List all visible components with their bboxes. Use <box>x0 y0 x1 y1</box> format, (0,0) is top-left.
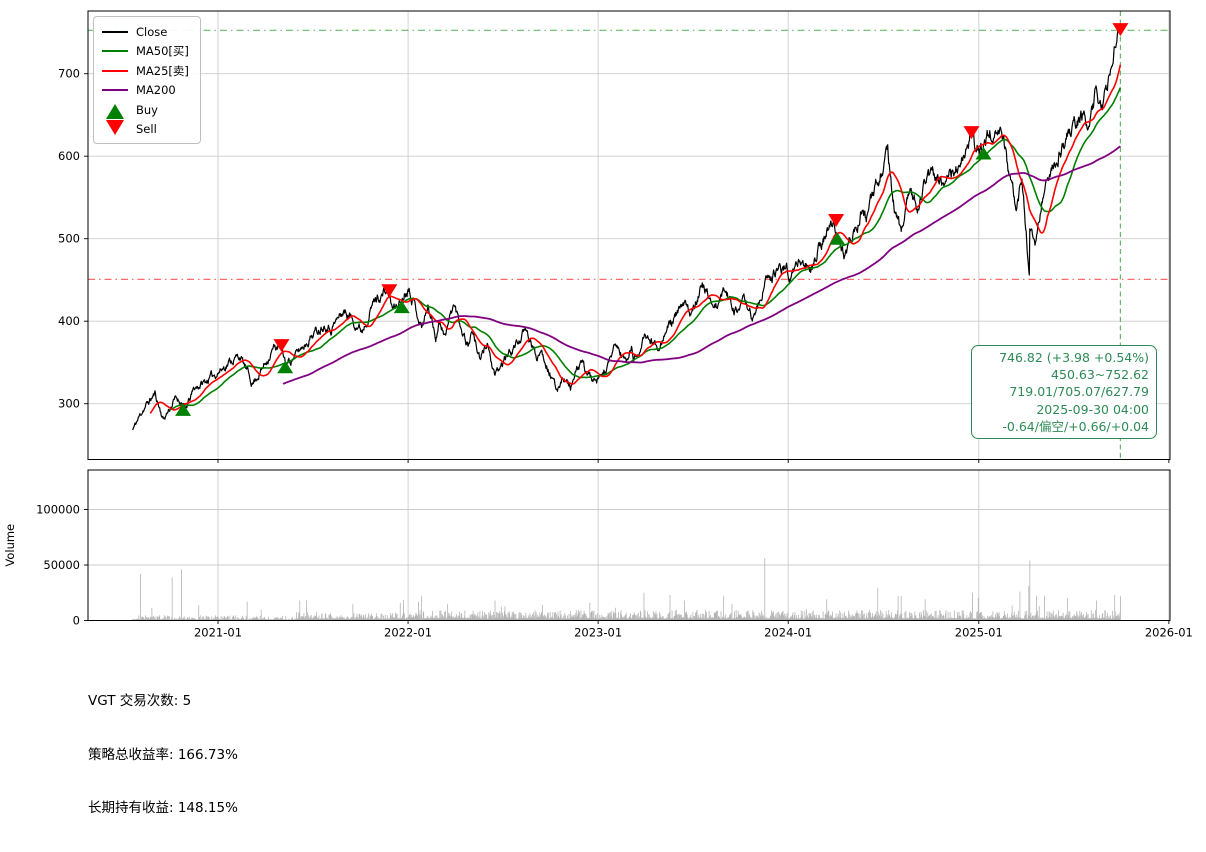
chart-legend: Close MA50[买] MA25[卖] MA200 Buy Sell <box>93 16 201 144</box>
summary-strategy-return: 策略总收益率: 166.73% <box>88 746 238 763</box>
legend-label: Buy <box>136 102 158 117</box>
close-line-swatch <box>102 30 128 33</box>
legend-item-ma50: MA50[买] <box>102 42 192 62</box>
sell-marker <box>963 126 980 140</box>
trade-markers <box>175 23 1129 416</box>
legend-label: MA200 <box>136 83 176 98</box>
ma25-line-swatch <box>102 69 128 72</box>
ma200-line-swatch <box>102 89 128 92</box>
annotation-line-range: 450.63~752.62 <box>1051 367 1149 383</box>
ma25-line <box>149 64 1122 414</box>
svg-text:50000: 50000 <box>43 558 80 572</box>
legend-item-sell: Sell <box>102 120 192 140</box>
sell-marker <box>1112 23 1129 37</box>
ma200-line <box>282 145 1121 385</box>
buy-marker <box>393 300 410 314</box>
annotation-line-price: 746.82 (+3.98 +0.54%) <box>999 350 1149 365</box>
annotation-line-signal: -0.64/偏空/+0.66/+0.04 <box>1002 418 1149 434</box>
svg-text:2025-01: 2025-01 <box>955 626 1003 640</box>
svg-text:2026-01: 2026-01 <box>1145 626 1193 640</box>
svg-text:100000: 100000 <box>36 503 80 517</box>
volume-plot-frame <box>87 469 1171 621</box>
legend-label: MA25[卖] <box>136 63 189 78</box>
svg-text:0: 0 <box>73 614 80 628</box>
buy-marker <box>277 360 294 374</box>
buy-marker-icon <box>102 103 128 119</box>
svg-text:2024-01: 2024-01 <box>764 626 812 640</box>
ma50-line-swatch <box>102 50 128 53</box>
axis-labels: 300 400 500 600 700 0 50000 100000 2021-01 2022-0… <box>36 67 1193 640</box>
sell-marker-icon <box>102 120 128 136</box>
legend-label: MA50[买] <box>136 44 189 59</box>
svg-text:500: 500 <box>58 232 80 246</box>
reference-lines <box>88 11 1170 460</box>
chart-canvas: 300 400 500 600 700 0 50000 100000 2021-01 2022-0… <box>3 10 1193 640</box>
summary-hold-return: 长期持有收益: 148.15% <box>88 799 238 816</box>
annotation-line-date: 2025-09-30 04:00 <box>1036 401 1149 417</box>
price-plot-frame <box>87 10 1171 460</box>
svg-text:600: 600 <box>58 149 80 163</box>
svg-text:400: 400 <box>58 314 80 328</box>
svg-text:300: 300 <box>58 397 80 411</box>
svg-text:2023-01: 2023-01 <box>574 626 622 640</box>
price-annotation-box: 746.82 (+3.98 +0.54%) 450.63~752.62 719.… <box>971 345 1157 440</box>
sell-marker <box>828 214 845 227</box>
sell-marker <box>381 284 398 298</box>
svg-text:700: 700 <box>58 67 80 81</box>
summary-text: VGT 交易次数: 5 策略总收益率: 166.73% 长期持有收益: 148.… <box>88 658 587 852</box>
svg-text:2022-01: 2022-01 <box>384 626 432 640</box>
close-line <box>132 29 1121 431</box>
buy-marker <box>175 403 192 416</box>
legend-item-buy: Buy <box>102 100 192 120</box>
legend-item-ma25: MA25[卖] <box>102 61 192 81</box>
legend-item-close: Close <box>102 22 192 42</box>
legend-label: Close <box>136 24 168 39</box>
volume-bars <box>132 558 1121 621</box>
legend-label: Sell <box>136 122 157 137</box>
buy-marker <box>829 232 846 245</box>
legend-item-ma200: MA200 <box>102 81 192 101</box>
summary-trades-count: VGT 交易次数: 5 <box>88 693 192 710</box>
svg-text:2021-01: 2021-01 <box>194 626 242 640</box>
annotation-line-mas: 719.01/705.07/627.79 <box>1009 384 1149 400</box>
sell-marker <box>273 339 290 353</box>
grid-lines <box>88 11 1170 621</box>
buy-marker <box>975 147 992 160</box>
volume-axis-label: Volume <box>3 524 17 567</box>
